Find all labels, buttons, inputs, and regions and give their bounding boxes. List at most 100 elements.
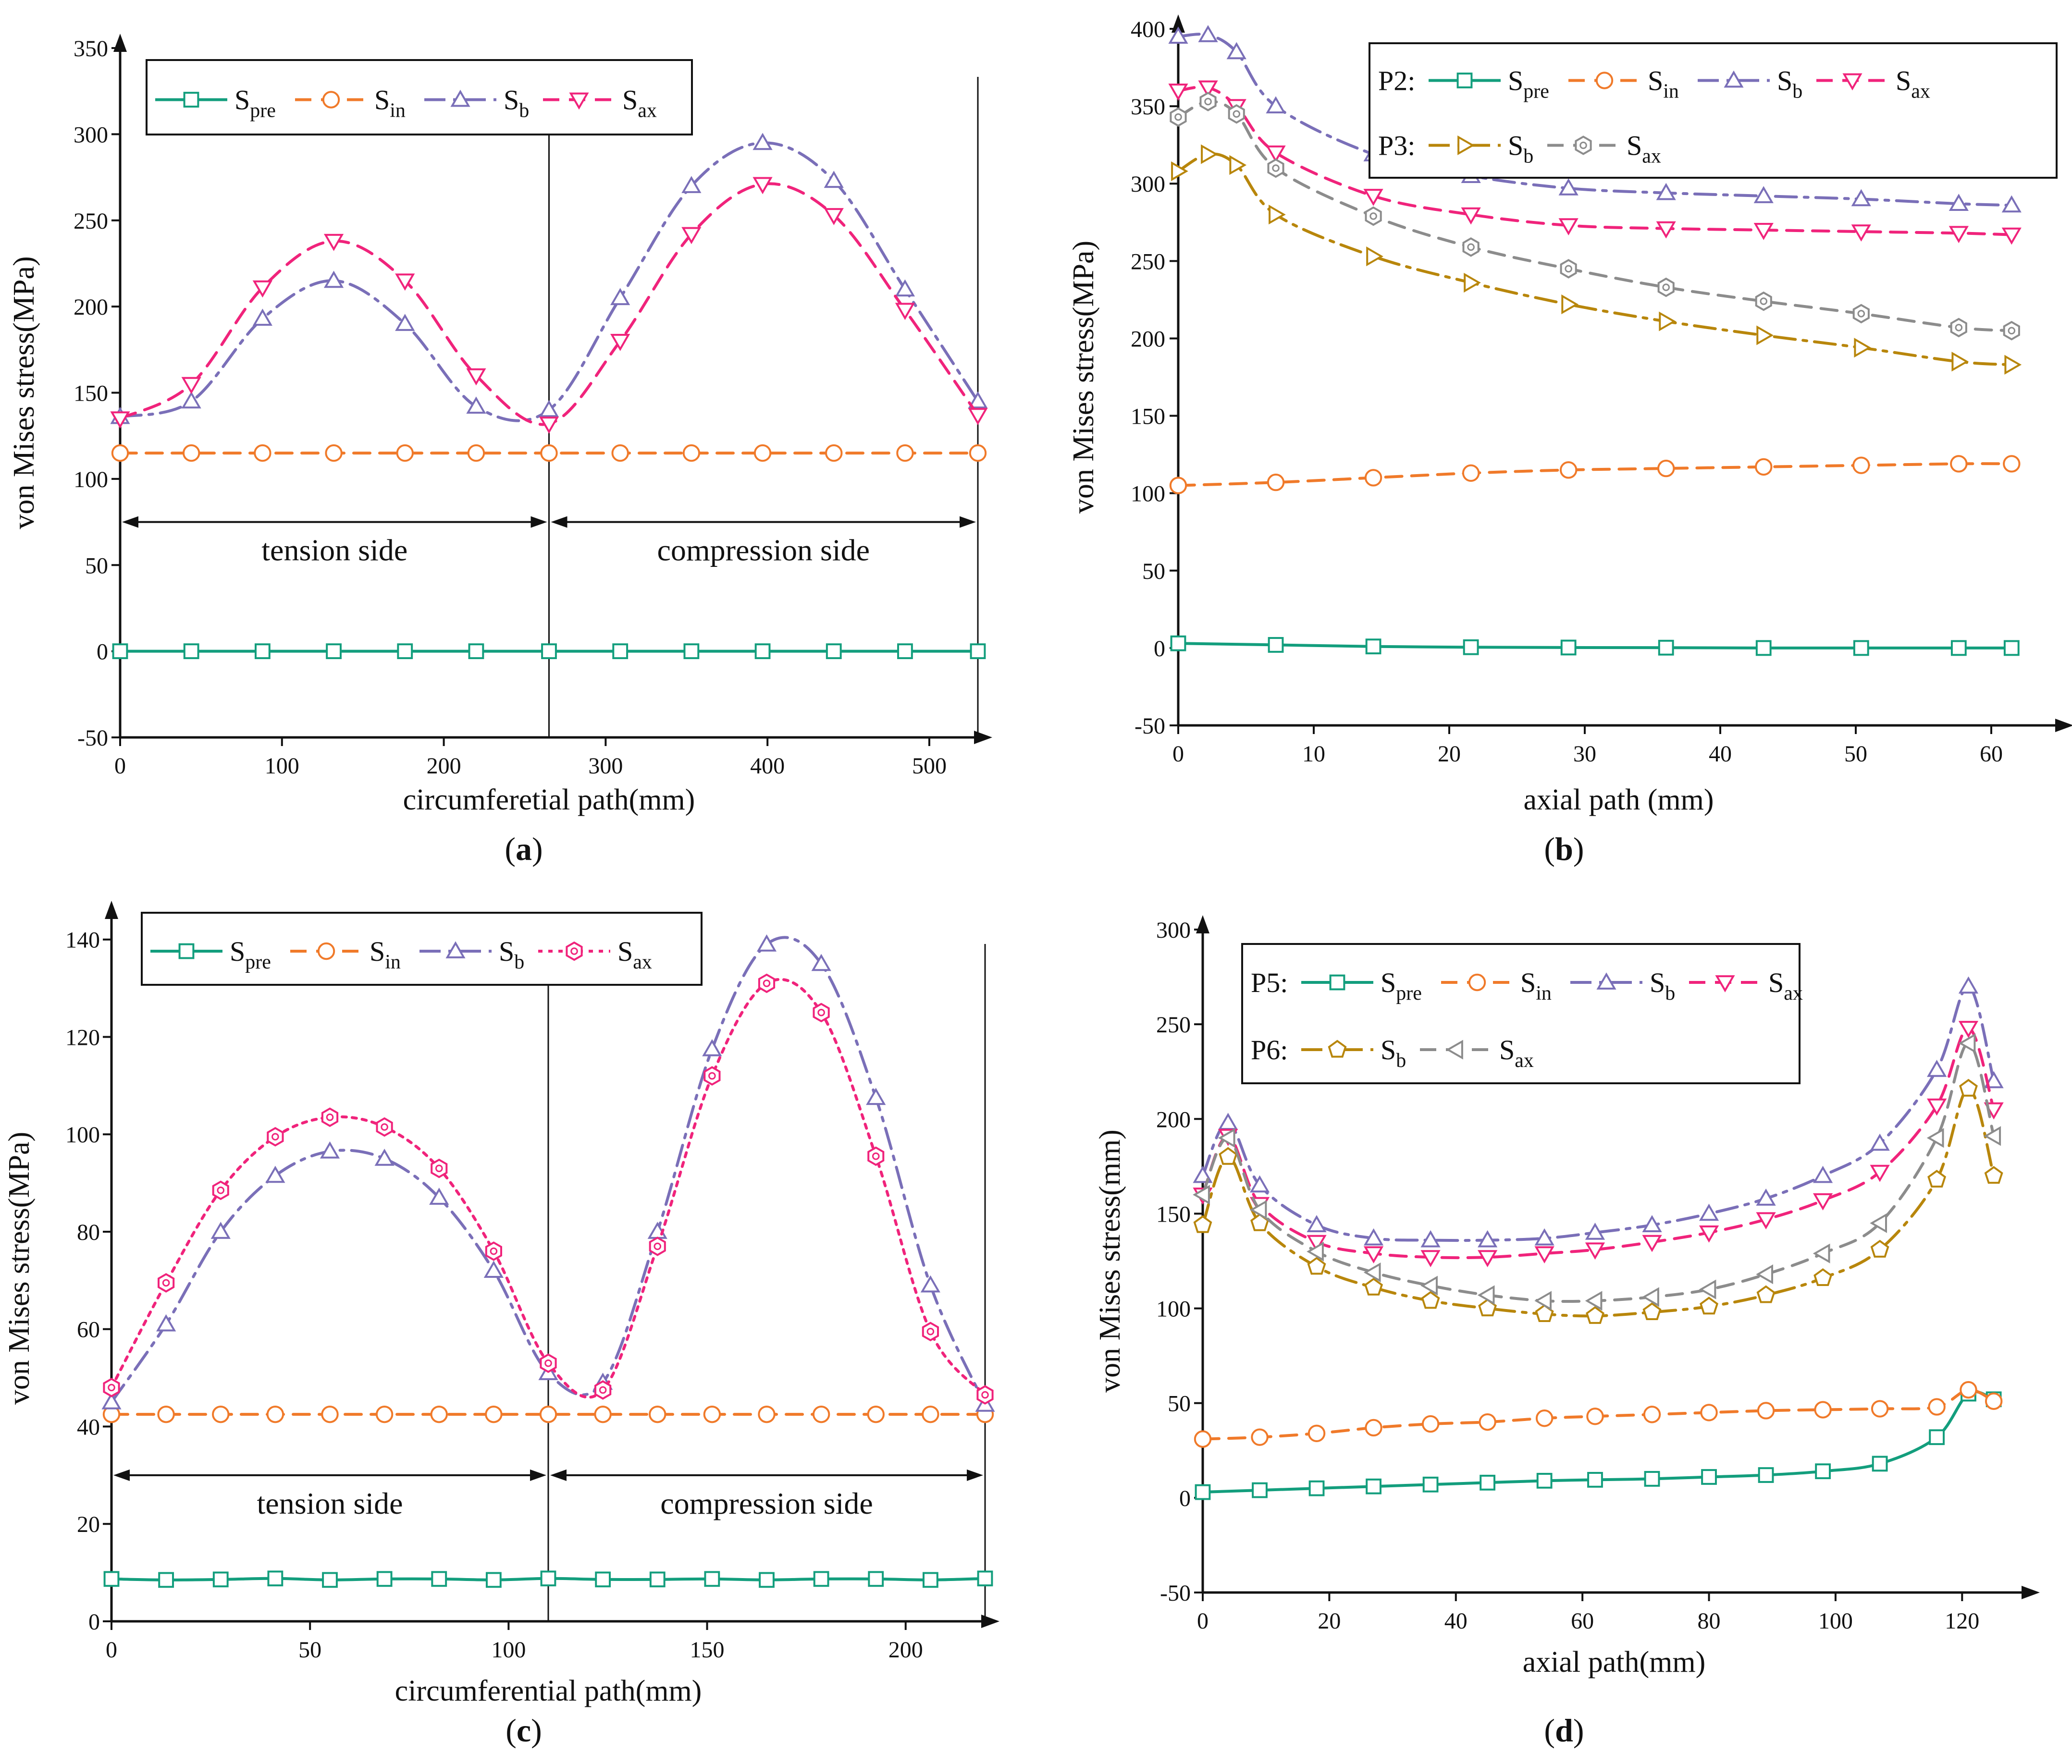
data-point-Spre (326, 643, 342, 660)
data-point-Sb (756, 934, 777, 952)
x-tick-label: 60 (1980, 741, 2003, 767)
y-tick-label: 120 (65, 1025, 100, 1050)
data-point-Spre (376, 1571, 393, 1587)
data-point-Sax_P6 (1984, 1126, 2001, 1146)
data-point-Spre (1758, 1467, 1774, 1483)
series-line-Sb (119, 141, 979, 422)
data-point-Sax (1753, 223, 1774, 240)
data-point-Sax (922, 1322, 939, 1342)
region-arrow-left (122, 516, 138, 528)
data-point-Sb (1307, 1215, 1327, 1232)
data-point-Sax_P3 (1199, 92, 1217, 111)
data-point-Sax (1756, 1212, 1776, 1230)
legend-label-sub: pre (245, 951, 271, 973)
x-tick-label: 20 (1438, 741, 1461, 767)
legend-label-base: S (1777, 65, 1792, 97)
data-point-Sin (1365, 1419, 1382, 1437)
y-tick-label: 0 (88, 1609, 100, 1635)
series-Sax (1168, 80, 2022, 245)
legend-label-base: S (1648, 65, 1663, 97)
legend-label-Sin: Sin (374, 85, 406, 122)
legend-label-sub: in (385, 951, 401, 973)
region-label: tension side (257, 1486, 403, 1520)
data-point-Spre (1268, 637, 1284, 653)
data-point-Sin (266, 1405, 284, 1423)
x-tick-label: 40 (1444, 1608, 1468, 1634)
y-axis-arrow (113, 34, 127, 52)
x-tick-label: 80 (1698, 1608, 1721, 1634)
data-point-Sax (1699, 1225, 1719, 1243)
data-point-Spre (1872, 1456, 1888, 1472)
y-tick-label: 100 (1156, 1297, 1191, 1322)
y-tick-label: 150 (74, 381, 108, 406)
data-point-Spre (612, 643, 629, 660)
data-point-Sin (969, 444, 987, 462)
x-axis-label: axial path (mm) (1524, 784, 1714, 816)
data-point-Sb (429, 1188, 449, 1205)
data-point-Sax_P3 (1755, 291, 1772, 311)
legend-label-base: S (370, 936, 385, 967)
data-point-Spre (1701, 1469, 1717, 1485)
data-point-Sin (1928, 1398, 1946, 1416)
data-point-Sax_P6 (1699, 1279, 1716, 1299)
y-tick-label: 40 (77, 1414, 100, 1440)
legend-marker-Spre (183, 92, 199, 108)
data-point-Sin (1814, 1401, 1832, 1419)
subfigure-label-close: ) (1573, 831, 1584, 867)
series-line-Sax_P6 (1201, 1041, 1996, 1303)
x-axis-arrow (2022, 1586, 2040, 1599)
series-Sin (1169, 455, 2021, 494)
legend-label-Spre: Spre (1508, 65, 1549, 103)
y-axis-label: von Mises stress(MPa) (8, 256, 40, 529)
data-point-Sin (1267, 473, 1285, 491)
panel-b: 0 10 20 30 40 50 60 -50 0 50 100 150 200 250 300 350 400… (1067, 14, 2072, 867)
x-tick-label: 100 (491, 1637, 526, 1663)
data-point-Sb (483, 1261, 504, 1278)
y-tick-label: 100 (1131, 481, 1165, 507)
legend-label-base: S (1520, 967, 1536, 998)
data-point-Sin (540, 444, 558, 462)
data-point-Sax (758, 973, 776, 993)
data-point-Sax (1461, 207, 1481, 225)
data-point-Sax_P3-core (1955, 324, 1963, 331)
series-Spre (103, 1570, 993, 1588)
legend-label-Spre: Spre (1381, 967, 1422, 1004)
data-point-Sax (103, 1378, 120, 1397)
data-point-Spre (595, 1571, 611, 1588)
data-point-Sb (1218, 1113, 1238, 1130)
data-point-Spre (970, 643, 986, 660)
data-point-Sin (1700, 1404, 1718, 1421)
data-point-Sax (1958, 1021, 1979, 1038)
legend-box (146, 59, 693, 135)
data-point-Sax (610, 334, 630, 351)
data-point-Sin (111, 444, 129, 462)
data-point-Sax_P6 (1926, 1128, 1944, 1148)
legend-label-Sax: Sax (617, 936, 652, 973)
data-point-Sax_P6 (1958, 1033, 1976, 1054)
subfigure-label: (c) (506, 1712, 542, 1749)
subfigure-label-close: ) (532, 831, 543, 867)
series-line-Spre (1177, 642, 2013, 649)
data-point-Spre (1950, 640, 1967, 656)
data-point-Sax_P6 (1756, 1264, 1773, 1285)
data-point-Sax_P3-core (1204, 98, 1212, 106)
data-point-Sb (681, 176, 702, 193)
data-point-Sin (682, 444, 701, 462)
data-point-Spre (1422, 1476, 1439, 1493)
data-point-Sb_P3 (1561, 294, 1579, 315)
data-point-Spre (2003, 640, 2020, 656)
y-axis-label: von Mises stress(mm) (1094, 1129, 1126, 1393)
data-point-Sb (1420, 1230, 1441, 1248)
data-point-Sax (1642, 1235, 1662, 1252)
data-point-Sax (540, 1353, 557, 1373)
data-point-Sax (895, 303, 915, 320)
legend-label-sub: ax (1911, 81, 1930, 103)
data-point-Sin (753, 444, 772, 462)
region-annotation: compression side (551, 516, 976, 567)
data-point-Sin (467, 444, 485, 462)
data-point-Sin (1871, 1400, 1889, 1418)
data-point-Sb (1756, 1188, 1776, 1206)
data-point-Spre (813, 1571, 829, 1587)
data-point-Sax-core (763, 980, 771, 987)
